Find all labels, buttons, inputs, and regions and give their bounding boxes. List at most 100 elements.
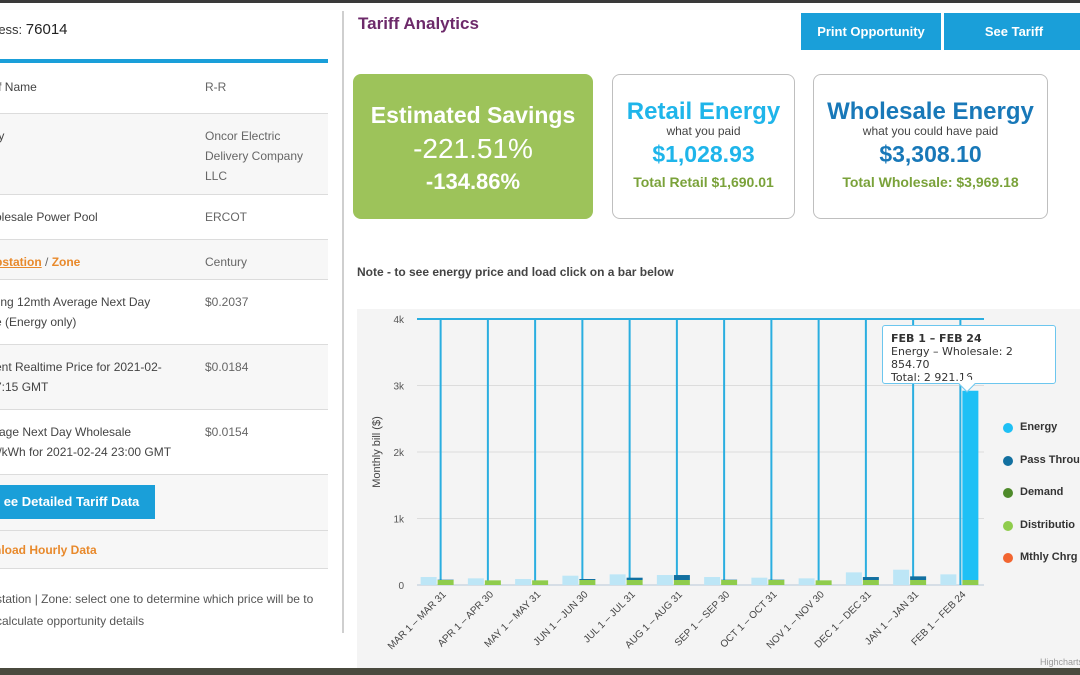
wholesale-distribution-bar bbox=[962, 580, 979, 585]
wholesale-energy-bar bbox=[579, 579, 596, 580]
chart-tooltip: FEB 1 – FEB 24 Energy – Wholesale: 2 854… bbox=[882, 325, 1056, 393]
retail-bar bbox=[467, 578, 484, 585]
wholesale-energy-bar bbox=[673, 575, 690, 580]
retail-bar bbox=[940, 574, 957, 585]
y-tick-label: 0 bbox=[398, 581, 404, 592]
row-key: bstation / Zone bbox=[0, 252, 190, 272]
row-key: rage Next Day Wholesale t/kWh for 2021-02… bbox=[0, 422, 190, 462]
y-tick-label: 1k bbox=[393, 515, 405, 526]
panel-divider bbox=[342, 11, 344, 633]
row-value: ERCOT bbox=[205, 210, 247, 224]
print-opportunity-button[interactable]: Print Opportunity bbox=[801, 13, 941, 50]
wholesale-subtitle: what you could have paid bbox=[862, 124, 999, 138]
tariff-details-table: ff Name R-R ty Oncor Electric Delivery C… bbox=[0, 65, 328, 569]
row-key-line: e (Energy only) bbox=[0, 315, 77, 329]
y-tick-label: 3k bbox=[393, 382, 405, 393]
wholesale-distribution-bar bbox=[437, 580, 454, 585]
wholesale-distribution-bar bbox=[579, 580, 596, 585]
wholesale-distribution-bar bbox=[484, 580, 501, 585]
retail-bar bbox=[845, 572, 862, 585]
wholesale-amount: $3,308.10 bbox=[879, 141, 982, 167]
row-key-line: t/kWh for 2021-02-24 23:00 GMT bbox=[0, 445, 172, 459]
wholesale-distribution-bar bbox=[768, 580, 785, 585]
table-row: ent Realtime Price for 2021-02- 7:15 GMT … bbox=[0, 345, 328, 410]
legend-label: Pass Throu bbox=[1020, 453, 1080, 466]
retail-energy-card: Retail Energy what you paid $1,028.93 To… bbox=[612, 74, 795, 219]
app-page: ress: 76014 ff Name R-R ty Oncor Electri… bbox=[0, 3, 1080, 670]
row-value: $0.0154 bbox=[205, 425, 249, 439]
retail-heading: Retail Energy bbox=[626, 98, 781, 125]
substation-link[interactable]: bstation bbox=[0, 255, 42, 269]
retail-bar bbox=[704, 577, 721, 585]
zone-link[interactable]: Zone bbox=[51, 255, 81, 269]
retail-subtitle: what you paid bbox=[666, 124, 741, 138]
table-row: bstation / Zone Century bbox=[0, 240, 328, 280]
wholesale-energy-bar bbox=[962, 390, 979, 580]
legend-dot-icon bbox=[1003, 423, 1013, 433]
legend-item[interactable]: Pass Throu bbox=[1003, 453, 1080, 486]
table-row: rage Next Day Wholesale t/kWh for 2021-02… bbox=[0, 410, 328, 475]
wholesale-distribution-bar bbox=[862, 580, 879, 585]
tooltip-line: Energy – Wholesale: 2 854.70 bbox=[891, 345, 1013, 371]
savings-percent-primary: -221.51% bbox=[413, 133, 533, 164]
detail-button-row: ee Detailed Tariff Data bbox=[0, 475, 328, 531]
row-key: ent Realtime Price for 2021-02- 7:15 GMT bbox=[0, 357, 190, 397]
table-row: ling 12mth Average Next Day e (Energy onl… bbox=[0, 280, 328, 345]
footnote: station | Zone: select one to determine … bbox=[0, 592, 314, 628]
key-separator: / bbox=[41, 255, 52, 269]
row-key: ling 12mth Average Next Day e (Energy onl… bbox=[0, 292, 190, 332]
retail-bar bbox=[420, 577, 437, 585]
see-tariff-button[interactable]: See Tariff bbox=[944, 13, 1080, 50]
row-value: R-R bbox=[205, 80, 227, 94]
wholesale-distribution-bar bbox=[721, 580, 738, 585]
legend-item[interactable]: Mthly Chrg bbox=[1003, 550, 1080, 583]
wholesale-distribution-bar bbox=[910, 580, 927, 585]
wholesale-energy-bar bbox=[626, 577, 643, 580]
blue-divider bbox=[0, 59, 328, 63]
wholesale-energy-bar bbox=[862, 577, 879, 580]
retail-bar bbox=[798, 578, 815, 585]
retail-total: Total Retail $1,690.01 bbox=[633, 174, 774, 190]
legend-dot-icon bbox=[1003, 520, 1013, 531]
download-row: nload Hourly Data bbox=[0, 531, 328, 569]
legend-item[interactable]: Energy bbox=[1003, 420, 1080, 453]
see-detailed-tariff-button[interactable]: ee Detailed Tariff Data bbox=[0, 485, 155, 519]
row-key: olesale Power Pool bbox=[0, 210, 98, 224]
y-tick-label: 4k bbox=[393, 315, 405, 326]
address-label: ress: bbox=[0, 22, 23, 37]
row-value: Century bbox=[205, 255, 248, 269]
legend-dot-icon bbox=[1003, 553, 1013, 563]
download-hourly-data-link[interactable]: nload Hourly Data bbox=[0, 543, 97, 557]
row-value: Oncor Electric Delivery Company LLC bbox=[205, 129, 304, 183]
legend-dot-icon bbox=[1003, 455, 1013, 466]
row-value: $0.2037 bbox=[205, 295, 249, 309]
retail-bar bbox=[609, 574, 626, 585]
savings-heading: Estimated Savings bbox=[370, 102, 576, 128]
wholesale-distribution-bar bbox=[673, 580, 690, 585]
legend-label: Mthly Chrg bbox=[1020, 551, 1078, 563]
chart-legend: Energy Pass Throu Demand Distributio Mth… bbox=[1003, 420, 1080, 583]
row-key-line: rage Next Day Wholesale bbox=[0, 425, 132, 439]
table-row: olesale Power Pool ERCOT bbox=[0, 195, 328, 240]
retail-bar bbox=[751, 577, 768, 585]
wholesale-distribution-bar bbox=[815, 580, 832, 585]
y-tick-label: 2k bbox=[393, 448, 405, 459]
wholesale-energy-bar bbox=[910, 576, 927, 580]
legend-item[interactable]: Demand bbox=[1003, 485, 1080, 518]
wholesale-heading: Wholesale Energy bbox=[827, 98, 1034, 125]
retail-bar bbox=[515, 579, 532, 585]
row-key: ff Name bbox=[0, 80, 37, 94]
chart-note: Note - to see energy price and load clic… bbox=[357, 265, 674, 279]
row-key-line: ent Realtime Price for 2021-02- bbox=[0, 360, 162, 374]
legend-label: Demand bbox=[1020, 486, 1064, 498]
table-row: ty Oncor Electric Delivery Company LLC bbox=[0, 114, 328, 195]
retail-bar bbox=[562, 575, 579, 585]
retail-bar bbox=[656, 575, 673, 585]
tooltip-title: FEB 1 – FEB 24 bbox=[891, 332, 982, 345]
table-row: ff Name R-R bbox=[0, 65, 328, 114]
retail-bar bbox=[893, 569, 910, 585]
legend-item[interactable]: Distributio bbox=[1003, 518, 1080, 551]
row-value: $0.0184 bbox=[205, 360, 249, 374]
row-key-line: ling 12mth Average Next Day bbox=[0, 295, 151, 309]
page-title: Tariff Analytics bbox=[358, 14, 479, 33]
